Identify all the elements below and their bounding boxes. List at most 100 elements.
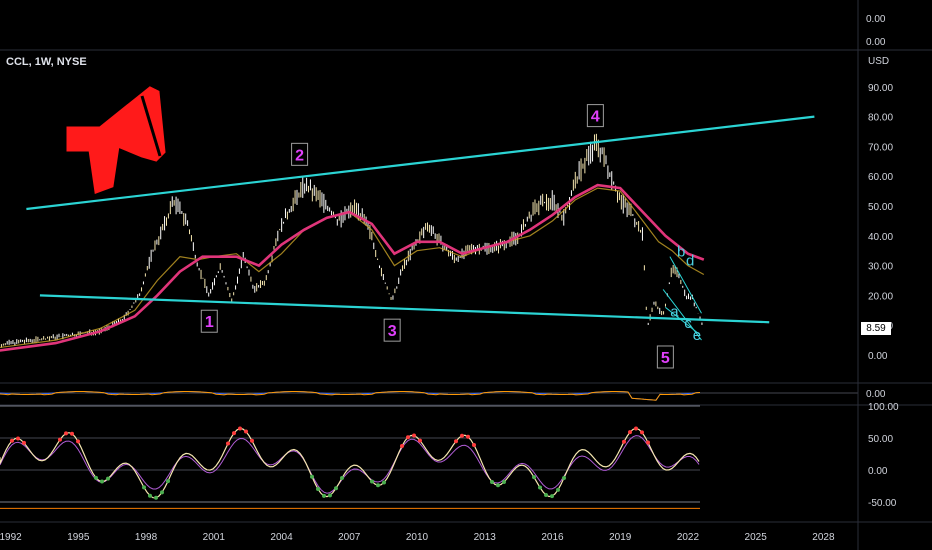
- stoch-signal-dot: [154, 495, 158, 500]
- stoch-k-line: [0, 427, 700, 499]
- x-tick-label: 2004: [270, 532, 293, 543]
- sub-wave-label: d: [686, 253, 694, 270]
- macd-signal-line: [0, 391, 701, 401]
- stoch-signal-dot: [238, 426, 242, 431]
- stoch-signal-dot: [22, 440, 26, 445]
- y-tick-label: 70.00: [868, 142, 893, 153]
- y-tick-label: 30.00: [868, 262, 893, 273]
- stoch-signal-dot: [148, 493, 152, 498]
- stoch-signal-dot: [646, 440, 650, 445]
- stoch-signal-dot: [634, 426, 638, 431]
- x-tick-label: 2010: [406, 532, 429, 543]
- moving-average-long: [0, 183, 705, 352]
- stoch-signal-dot: [496, 483, 500, 488]
- stoch-signal-dot: [316, 487, 320, 492]
- wave-label: 2: [291, 142, 309, 166]
- stoch-tick-label: 100.00: [868, 402, 899, 413]
- stoch-signal-dot: [400, 443, 404, 448]
- stoch-signal-dot: [454, 439, 458, 444]
- megaphone-icon: [66, 86, 166, 195]
- x-tick-label: 2022: [677, 532, 700, 543]
- wave-label-box: [200, 309, 218, 333]
- stoch-signal-dot: [226, 441, 230, 446]
- wave-label-box: [291, 142, 309, 166]
- y-tick-label: 0.00: [868, 351, 888, 362]
- sub-wave-label: e: [693, 327, 701, 344]
- wave-label: 3: [383, 318, 401, 342]
- x-tick-label: 2025: [745, 532, 768, 543]
- wedge-line: [669, 256, 702, 314]
- y-tick-label: 90.00: [868, 83, 893, 94]
- stoch-signal-dot: [16, 436, 20, 441]
- sub-wave-label: c: [684, 315, 692, 332]
- stoch-signal-dot: [160, 490, 164, 495]
- sub-wave-label: b: [677, 244, 685, 261]
- stoch-signal-dot: [250, 438, 254, 443]
- stoch-signal-dot: [628, 430, 632, 435]
- y-tick-label: 80.00: [868, 113, 893, 124]
- stoch-d-line: [0, 435, 700, 494]
- macd-tick-label: 0.00: [866, 389, 886, 400]
- stoch-signal-dot: [382, 480, 386, 485]
- stoch-signal-dot: [460, 433, 464, 438]
- stoch-signal-dot: [232, 431, 236, 436]
- stoch-signal-dot: [310, 474, 314, 479]
- x-tick-label: 2028: [812, 532, 835, 543]
- last-price-badge: 8.59: [861, 322, 891, 335]
- wave-label: 1: [200, 309, 218, 333]
- stoch-tick-label: 0.00: [868, 466, 888, 477]
- x-tick-label: 1995: [67, 532, 90, 543]
- stoch-signal-dot: [418, 438, 422, 443]
- wave-label-text: 2: [295, 147, 304, 164]
- megaphone-body: [66, 86, 166, 195]
- stochastic-pane[interactable]: [0, 405, 700, 509]
- stoch-signal-dot: [544, 492, 548, 497]
- stoch-signal-dot: [64, 431, 68, 436]
- stoch-signal-dot: [142, 485, 146, 490]
- stoch-signal-dot: [70, 431, 74, 436]
- wave-label-text: 1: [205, 314, 214, 331]
- channel-trendline: [39, 294, 770, 324]
- stoch-signal-dot: [490, 479, 494, 484]
- megaphone-mouth: [140, 95, 162, 157]
- stoch-signal-dot: [502, 479, 506, 484]
- wedge-line: [662, 289, 702, 341]
- stoch-signal-dot: [10, 438, 14, 443]
- stoch-signal-dot: [562, 475, 566, 480]
- stoch-signal-dot: [538, 485, 542, 490]
- stoch-tick-label: 50.00: [868, 434, 893, 445]
- currency-label: USD: [868, 56, 890, 67]
- stoch-signal-dot: [244, 429, 248, 434]
- top-panel-tick: 0.00: [866, 37, 886, 48]
- stoch-signal-dot: [412, 433, 416, 438]
- x-tick-label: 1998: [135, 532, 158, 543]
- stoch-signal-dot: [406, 435, 410, 440]
- stoch-signal-dot: [370, 479, 374, 484]
- wave-label-text: 4: [591, 109, 600, 126]
- sub-wave-label: a: [670, 303, 679, 320]
- stoch-signal-dot: [106, 476, 110, 481]
- y-tick-label: 40.00: [868, 232, 893, 243]
- stoch-signal-dot: [94, 475, 98, 480]
- y-tick-label: 60.00: [868, 172, 893, 183]
- wedge-line: [665, 306, 700, 335]
- top-indicator-panel: 0.00 0.00: [866, 14, 886, 48]
- y-tick-label: 50.00: [868, 202, 893, 213]
- x-tick-label: 2013: [474, 532, 497, 543]
- x-tick-label: 1992: [0, 532, 22, 543]
- wave-label-box: [586, 104, 604, 128]
- main-price-pane[interactable]: 1 2 3 4 5 a b c d e: [0, 104, 815, 369]
- stoch-signal-dot: [166, 479, 170, 484]
- x-tick-label: 2001: [203, 532, 226, 543]
- stoch-signal-dot: [532, 475, 536, 480]
- wave-label-text: 5: [661, 350, 670, 367]
- wave-label: 5: [656, 345, 674, 369]
- moving-average-short: [0, 187, 705, 349]
- stoch-tick-label: -50.00: [868, 498, 897, 509]
- macd-pane[interactable]: [0, 391, 858, 401]
- stoch-signal-dot: [328, 493, 332, 498]
- wave-label: 4: [586, 104, 604, 128]
- wave-label-box: [383, 318, 401, 342]
